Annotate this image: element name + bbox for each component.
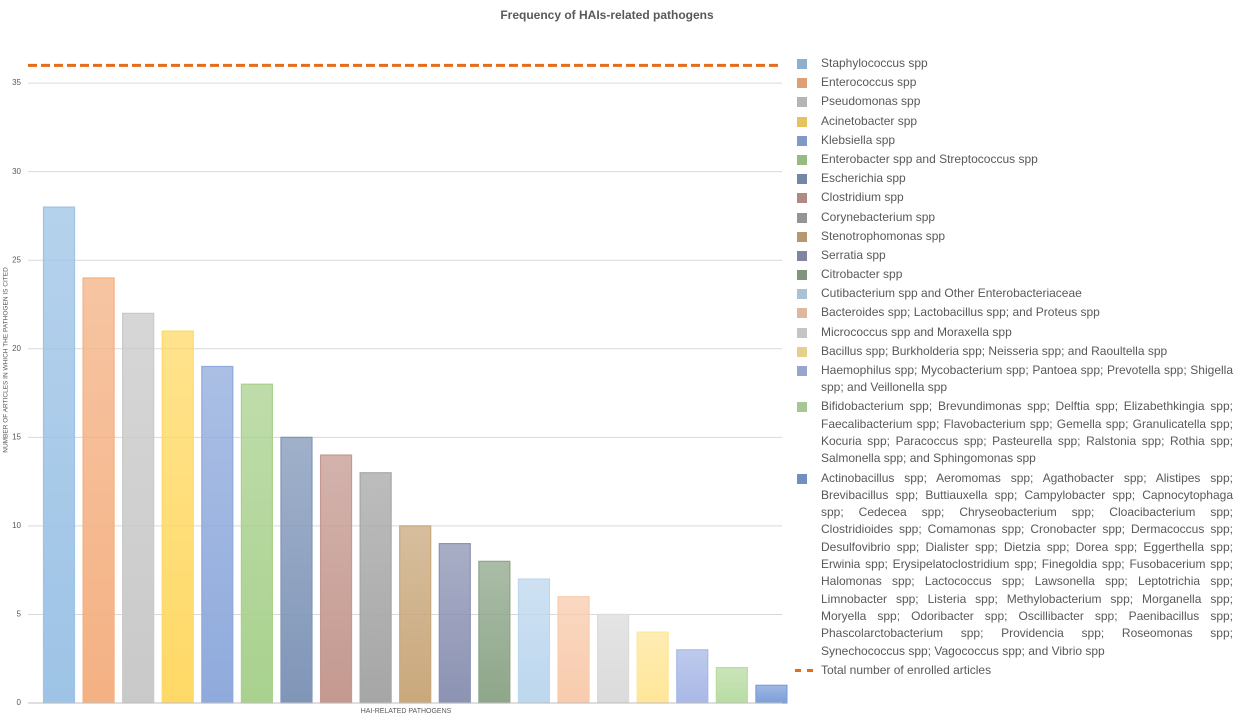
y-tick-label: 10 bbox=[12, 521, 21, 530]
y-tick-label: 30 bbox=[12, 167, 21, 176]
legend-swatch bbox=[797, 366, 807, 376]
legend-item: Haemophilus spp; Mycobacterium spp; Pant… bbox=[797, 362, 1233, 397]
legend-item: Bifidobacterium spp; Brevundimonas spp; … bbox=[797, 398, 1233, 467]
bar bbox=[280, 436, 313, 704]
legend-swatch bbox=[797, 231, 807, 242]
legend-swatch bbox=[797, 212, 807, 223]
legend-swatch bbox=[797, 289, 807, 300]
bar bbox=[359, 472, 392, 704]
legend-swatch bbox=[797, 116, 807, 127]
bar bbox=[636, 631, 669, 704]
legend: Staphylococcus spp Enterococcus spp Pseudo… bbox=[795, 55, 1233, 681]
legend-label: Acinetobacter spp bbox=[821, 113, 918, 128]
legend-item: Enterobacter spp and Streptococcus spp bbox=[797, 151, 1233, 168]
legend-item: Micrococcus spp and Moraxella spp bbox=[797, 324, 1233, 341]
legend-swatch bbox=[797, 270, 807, 281]
legend-swatch bbox=[797, 402, 807, 413]
legend-swatch bbox=[797, 59, 807, 69]
legend-label: Citrobacter spp bbox=[821, 267, 903, 282]
legend-label: Pseudomonas spp bbox=[821, 94, 921, 109]
legend-item: Enterococcus spp bbox=[797, 74, 1233, 91]
legend-swatch bbox=[797, 473, 807, 484]
legend-label: Stenotrophomonas spp bbox=[821, 228, 946, 243]
legend-label: Cutibacterium spp and Other Enterobacter… bbox=[821, 286, 1082, 301]
legend-label: Bifidobacterium spp; Brevundimonas spp; … bbox=[821, 399, 1233, 466]
legend-label: Bacillus spp; Burkholderia spp; Neisseri… bbox=[821, 343, 1168, 358]
legend-item: Total number of enrolled articles bbox=[795, 662, 1233, 679]
bar bbox=[676, 649, 709, 704]
legend-label: Clostridium spp bbox=[821, 190, 904, 205]
legend-item: Clostridium spp bbox=[797, 189, 1233, 206]
legend-label: Bacteroides spp; Lactobacillus spp; and … bbox=[821, 305, 1100, 320]
legend-item: Corynebacterium spp bbox=[797, 209, 1233, 226]
y-tick-label: 5 bbox=[17, 610, 22, 619]
y-tick-label: 25 bbox=[12, 255, 21, 264]
legend-item: Acinetobacter spp bbox=[797, 113, 1233, 130]
bar bbox=[240, 383, 273, 704]
legend-item: Actinobacillus spp; Aeromomas spp; Agath… bbox=[797, 470, 1233, 660]
legend-label: Enterococcus spp bbox=[821, 75, 917, 90]
bar bbox=[319, 454, 353, 704]
legend-swatch bbox=[797, 97, 807, 108]
legend-swatch bbox=[797, 346, 807, 357]
y-tick-label: 15 bbox=[12, 432, 21, 441]
legend-item: Serratia spp bbox=[797, 247, 1233, 264]
legend-swatch bbox=[797, 174, 807, 185]
legend-swatch bbox=[797, 250, 807, 261]
bar bbox=[82, 277, 115, 704]
bar bbox=[478, 560, 511, 704]
legend-item: Stenotrophomonas spp bbox=[797, 228, 1233, 245]
bar bbox=[597, 613, 630, 704]
bar bbox=[755, 684, 788, 704]
legend-label: Total number of enrolled articles bbox=[821, 662, 992, 677]
chart-title: Frequency of HAIs-related pathogens bbox=[500, 8, 714, 22]
y-tick-label: 35 bbox=[12, 78, 21, 87]
x-axis-label: HAI-RELATED PATHOGENS bbox=[361, 708, 452, 715]
legend-swatch bbox=[797, 154, 807, 165]
y-tick-label: 0 bbox=[17, 698, 22, 707]
legend-label: Staphylococcus spp bbox=[821, 56, 928, 70]
bar bbox=[122, 312, 155, 704]
legend-item: Bacteroides spp; Lactobacillus spp; and … bbox=[797, 304, 1233, 321]
legend-label: Haemophilus spp; Mycobacterium spp; Pant… bbox=[821, 363, 1233, 395]
legend-label: Micrococcus spp and Moraxella spp bbox=[821, 324, 1012, 339]
legend-swatch bbox=[797, 193, 807, 204]
bar bbox=[438, 543, 471, 704]
legend-swatch bbox=[795, 668, 813, 672]
legend-label: Actinobacillus spp; Aeromomas spp; Agath… bbox=[821, 470, 1233, 658]
y-tick-label: 20 bbox=[12, 344, 21, 353]
legend-label: Escherichia spp bbox=[821, 171, 906, 186]
legend-item: Pseudomonas spp bbox=[797, 93, 1233, 110]
legend-item: Cutibacterium spp and Other Enterobacter… bbox=[797, 285, 1233, 302]
y-axis-label: NUMBER OF ARTICLES IN WHICH THE PATHOGEN… bbox=[3, 267, 10, 453]
legend-item: Escherichia spp bbox=[797, 170, 1233, 187]
legend-item: Klebsiella spp bbox=[797, 132, 1233, 149]
legend-label: Klebsiella spp bbox=[821, 132, 896, 147]
bar bbox=[161, 330, 194, 704]
legend-label: Serratia spp bbox=[821, 247, 886, 262]
legend-swatch bbox=[797, 78, 807, 89]
bar bbox=[557, 596, 590, 704]
bar bbox=[399, 525, 432, 704]
legend-label: Enterobacter spp and Streptococcus spp bbox=[821, 151, 1038, 166]
legend-label: Corynebacterium spp bbox=[821, 209, 936, 224]
bar bbox=[715, 666, 748, 704]
legend-item: Bacillus spp; Burkholderia spp; Neisseri… bbox=[797, 343, 1233, 360]
legend-item: Citrobacter spp bbox=[797, 266, 1233, 283]
legend-swatch bbox=[797, 308, 807, 319]
bar bbox=[517, 578, 551, 704]
legend-swatch bbox=[797, 135, 807, 146]
bar bbox=[201, 365, 234, 704]
legend-swatch bbox=[797, 327, 807, 338]
bar bbox=[42, 206, 76, 704]
legend-item: Staphylococcus spp bbox=[797, 55, 1233, 72]
